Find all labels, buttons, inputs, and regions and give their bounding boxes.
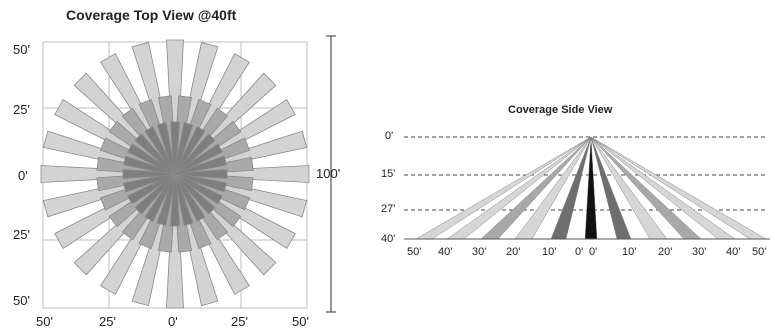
side-distance-label: 30' [472, 246, 487, 258]
top-x-label-50-left: 50' [36, 314, 53, 329]
top-x-label-0: 0' [168, 314, 178, 329]
side-height-label-27: 27' [381, 203, 396, 215]
side-distance-label: 0' [589, 246, 598, 258]
top-view-title: Coverage Top View @40ft [66, 7, 237, 23]
side-height-label-0: 0' [385, 130, 394, 142]
side-distance-label: 10' [542, 246, 557, 258]
top-y-label-25-top: 25' [13, 102, 30, 117]
side-distance-label: 0' [575, 246, 584, 258]
side-height-label-15: 15' [381, 168, 396, 180]
side-distance-label: 10' [622, 246, 637, 258]
side-distance-label: 50' [407, 246, 422, 258]
side-height-label-40: 40' [381, 233, 396, 245]
side-distance-label: 50' [752, 246, 767, 258]
top-y-label-50-top: 50' [13, 42, 30, 57]
side-distance-label: 30' [692, 246, 707, 258]
side-view-title: Coverage Side View [508, 104, 613, 116]
top-x-label-25-left: 25' [99, 314, 116, 329]
side-distance-label: 20' [658, 246, 673, 258]
side-view-coverage-wedges [415, 136, 767, 240]
side-distance-label: 40' [438, 246, 453, 258]
side-distance-label: 20' [506, 246, 521, 258]
span-label: 100' [316, 166, 341, 181]
top-x-label-25-right: 25' [231, 314, 248, 329]
right-coverage-wedge [590, 136, 736, 240]
side-distance-label: 40' [726, 246, 741, 258]
top-y-label-50-bottom: 50' [13, 293, 30, 308]
top-y-label-0: 0' [18, 168, 28, 183]
top-view-coverage-rays [40, 39, 310, 309]
inner-coverage-ray [174, 155, 227, 176]
top-x-label-50-right: 50' [292, 314, 309, 329]
top-y-label-25-bottom: 25' [13, 227, 30, 242]
span-bracket [326, 35, 336, 313]
